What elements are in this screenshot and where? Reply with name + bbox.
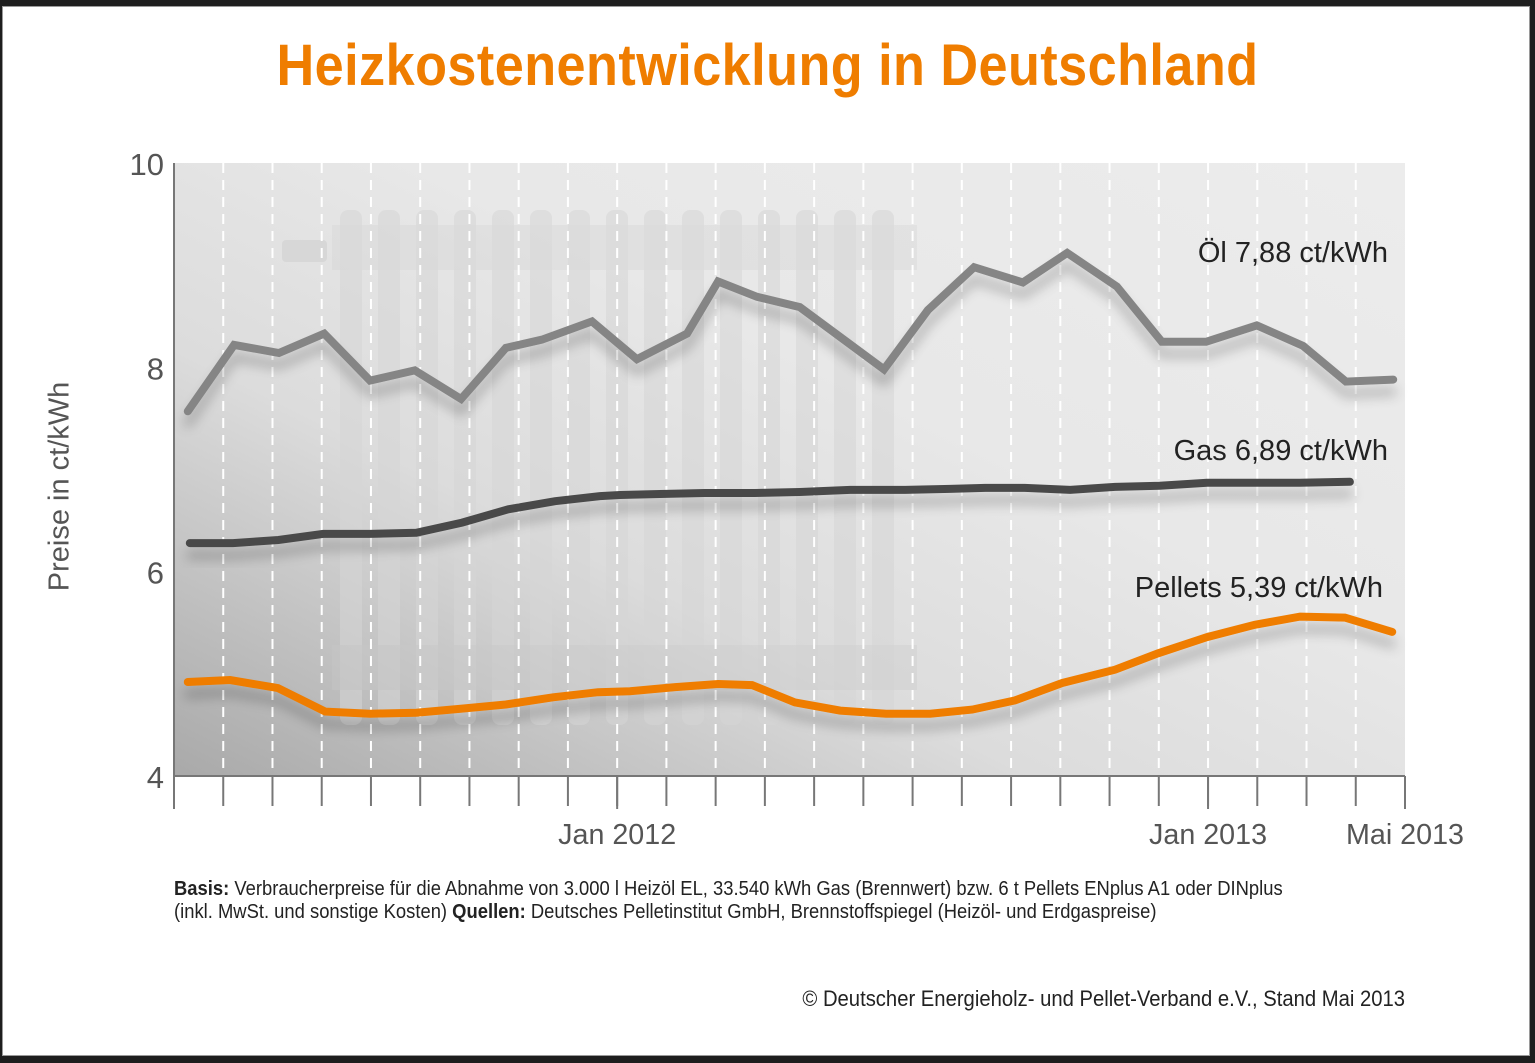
- y-tick-label: 6: [147, 556, 164, 591]
- radiator-valve: [282, 240, 327, 262]
- radiator-fin: [378, 210, 400, 725]
- x-tick-label: Mai 2013: [1346, 819, 1464, 851]
- axes: Jan 2012 Jan 2013 Mai 2013 4 6 8 10: [130, 147, 1464, 851]
- radiator-fin: [454, 210, 476, 725]
- series-name: Öl: [1198, 237, 1235, 269]
- y-tick-label: 4: [147, 760, 164, 795]
- series-line-pellets: [183, 612, 1397, 718]
- series-end-value: 7,88 ct/kWh: [1235, 237, 1388, 269]
- series-name: Gas: [1174, 435, 1235, 467]
- x-tick-label: Jan 2013: [1149, 819, 1267, 851]
- series-label: Öl 7,88 ct/kWh: [1198, 237, 1388, 269]
- radiator-fin: [644, 210, 666, 725]
- radiator-fin: [340, 210, 362, 725]
- radiator-fin: [796, 210, 818, 725]
- x-tick-label: Jan 2012: [558, 819, 676, 851]
- gridlines: [222, 163, 1357, 776]
- series-name: Pellets: [1135, 572, 1230, 604]
- y-axis-label: Preise in ct/kWh: [43, 381, 76, 592]
- series-end-value: 5,39 ct/kWh: [1230, 572, 1383, 604]
- radiator-bottom-pipe: [332, 645, 917, 690]
- radiator-fin: [720, 210, 742, 725]
- copyright: © Deutscher Energieholz- und Pellet-Verb…: [802, 986, 1405, 1011]
- radiator-fin: [416, 210, 438, 725]
- series-label: Pellets 5,39 ct/kWh: [1135, 572, 1383, 604]
- radiator-fin: [568, 210, 590, 725]
- series-labels: Öl 7,88 ct/kWh Gas 6,89 ct/kWh Pellets 5,3…: [1135, 237, 1388, 604]
- series-line-gas: [185, 477, 1354, 548]
- bottom-border: [0, 1056, 1535, 1063]
- series-line-l: [183, 248, 1398, 416]
- chart-title: Heizkostenentwicklung in Deutschland: [276, 33, 1259, 98]
- radiator-top-pipe: [332, 225, 917, 270]
- y-tick-label: 8: [147, 351, 164, 386]
- basis-text: Verbraucherpreise für die Abnahme von 3.…: [174, 878, 1283, 923]
- series-lines: [183, 248, 1398, 718]
- radiator-fin: [872, 210, 894, 725]
- radiator-fin: [682, 210, 704, 725]
- y-tick-label: 10: [130, 147, 164, 182]
- footnote: Basis: Verbraucherpreise für die Abnahme…: [174, 878, 1315, 924]
- sources-label: Quellen:: [452, 901, 526, 923]
- series-label: Gas 6,89 ct/kWh: [1174, 435, 1388, 467]
- radiator-fin: [758, 210, 780, 725]
- radiator-illustration: [282, 210, 917, 725]
- basis-label: Basis:: [174, 878, 230, 900]
- series-end-value: 6,89 ct/kWh: [1235, 435, 1388, 467]
- radiator-fin: [492, 210, 514, 725]
- sources-text: Deutsches Pelletinstitut GmbH, Brennstof…: [525, 901, 1157, 923]
